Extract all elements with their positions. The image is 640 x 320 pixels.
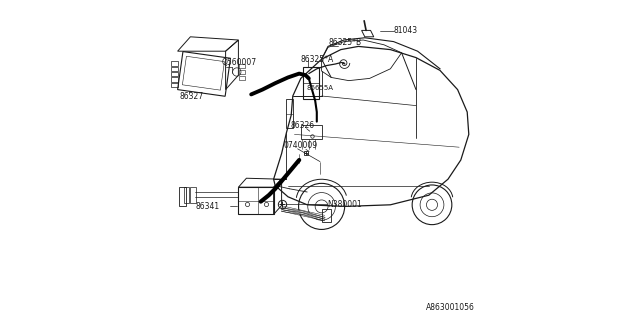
Bar bbox=[239, 76, 245, 80]
Text: Q560007: Q560007 bbox=[222, 58, 257, 67]
Text: 86325*A: 86325*A bbox=[300, 55, 333, 64]
Text: N380001: N380001 bbox=[328, 200, 362, 209]
Text: A863001056: A863001056 bbox=[426, 303, 475, 312]
Text: 86326: 86326 bbox=[291, 121, 315, 130]
Bar bbox=[172, 83, 178, 87]
Text: 86325*B: 86325*B bbox=[329, 38, 362, 47]
Bar bbox=[172, 72, 178, 76]
Bar bbox=[287, 99, 293, 128]
Bar bbox=[178, 52, 230, 96]
Text: 86327: 86327 bbox=[180, 92, 204, 101]
Bar bbox=[172, 77, 178, 82]
Text: 86341: 86341 bbox=[195, 202, 219, 211]
Text: 81043: 81043 bbox=[394, 26, 418, 35]
Bar bbox=[179, 187, 186, 206]
Bar bbox=[184, 187, 189, 203]
Bar bbox=[239, 187, 274, 214]
Bar bbox=[172, 61, 178, 66]
Text: 0740009: 0740009 bbox=[284, 141, 317, 150]
Bar bbox=[239, 70, 245, 74]
Bar bbox=[182, 56, 225, 90]
Text: 86655A: 86655A bbox=[307, 85, 333, 91]
Bar bbox=[191, 187, 196, 203]
Bar bbox=[322, 209, 331, 222]
Bar bbox=[301, 125, 322, 139]
Bar bbox=[239, 64, 245, 68]
Bar bbox=[172, 67, 178, 71]
Bar bbox=[303, 67, 319, 99]
